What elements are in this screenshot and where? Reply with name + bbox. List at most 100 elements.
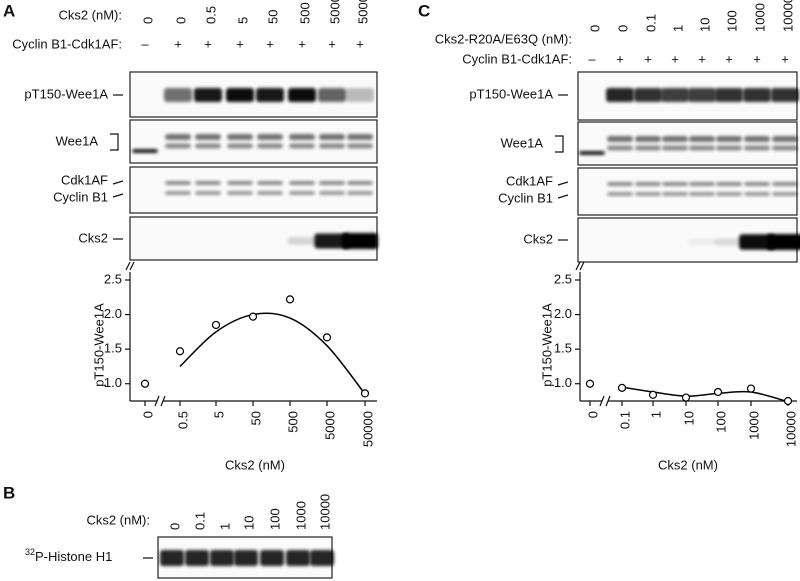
blot-label: Cyclin B1	[53, 189, 108, 204]
lane-sign: +	[644, 51, 652, 66]
lane-concentration: 1000	[293, 501, 308, 530]
panel-letter: B	[3, 483, 15, 502]
lane-sign: +	[174, 36, 182, 51]
blot-band	[195, 143, 221, 149]
lane-sign: +	[753, 51, 761, 66]
cyclin-header: Cyclin B1-Cdk1AF:	[462, 51, 572, 66]
x-tick-label: 0	[140, 411, 155, 418]
concentration-header: Cks2 (nM):	[86, 512, 150, 527]
x-axis-label: Cks2 (nM)	[658, 457, 718, 472]
blot-band	[289, 134, 315, 140]
blot-band	[289, 191, 315, 195]
blot-band	[662, 136, 688, 142]
blot-band	[226, 88, 254, 102]
y-tick-label: 2.5	[104, 271, 122, 286]
lane-concentration: 5000	[327, 0, 342, 24]
blot-band	[227, 134, 253, 140]
lane-sign: –	[588, 51, 596, 66]
lane-concentration: 0.5	[203, 6, 218, 24]
blot-band	[165, 134, 191, 140]
blot-band	[607, 182, 633, 186]
blot-frame	[577, 167, 798, 216]
blot-band	[662, 192, 688, 196]
blot-band	[165, 143, 191, 149]
blot-band	[195, 191, 221, 195]
blot-band	[194, 88, 222, 102]
data-point	[322, 333, 332, 342]
blot-band	[160, 550, 184, 566]
x-tick-label: 5	[211, 411, 226, 418]
blot-band	[635, 145, 661, 151]
lane-sign: +	[671, 51, 679, 66]
blot-frame	[577, 121, 798, 166]
lane-concentration: 500	[297, 2, 312, 24]
blot-band	[661, 88, 689, 102]
blot-band	[318, 88, 346, 102]
blot-band	[772, 136, 798, 142]
lane-sign: +	[328, 36, 336, 51]
lane-concentration: 100	[267, 508, 282, 530]
blot-band	[689, 136, 715, 142]
axis-break	[125, 261, 166, 407]
x-tick-label: 500	[285, 411, 300, 433]
blot-band	[289, 181, 315, 185]
data-point	[648, 390, 658, 399]
lane-concentration: 10	[241, 516, 256, 530]
blot-label-text: P-Histone H1	[35, 549, 112, 564]
x-tick-label: 5000	[322, 411, 337, 440]
blot-band	[607, 145, 633, 151]
panel-letter: A	[3, 1, 15, 20]
lane-concentration: 50	[265, 10, 280, 24]
data-point	[360, 389, 370, 398]
blot-label: 32P-Histone H1	[25, 547, 112, 564]
blot-band	[256, 88, 284, 102]
blot-band	[689, 182, 715, 186]
blot-frame	[129, 166, 378, 214]
lane-sign: +	[266, 36, 274, 51]
lane-concentration: 50000	[355, 0, 370, 24]
panel-letter: C	[418, 1, 430, 20]
blot-band	[635, 192, 661, 196]
superscript: 32	[25, 547, 35, 557]
data-point	[681, 393, 691, 402]
blot-band	[771, 88, 799, 102]
x-tick-label: 1	[648, 411, 663, 418]
blot-band	[257, 181, 283, 185]
blot-band	[716, 182, 742, 186]
blot-band	[164, 88, 192, 102]
blot-band	[716, 192, 742, 196]
blot-label: Cdk1AF	[506, 173, 553, 188]
lane-concentration: 10000	[780, 0, 795, 32]
blot-band	[287, 237, 317, 245]
x-tick-label: 1000	[746, 411, 761, 440]
lane-concentration: 10	[697, 18, 712, 32]
blot-band	[289, 143, 315, 149]
lane-sign: +	[204, 36, 212, 51]
blot-band	[772, 192, 798, 196]
blot-band	[688, 88, 716, 102]
lane-concentration: 0.1	[643, 14, 658, 32]
blot-band	[635, 136, 661, 142]
blot-band	[689, 192, 715, 196]
blot-label: Wee1A	[501, 135, 544, 150]
y-axis-label: pT150-Wee1A	[539, 303, 554, 387]
y-tick-label: 1.0	[554, 375, 572, 390]
blot-band	[347, 143, 373, 149]
blot-band	[607, 136, 633, 142]
data-point	[175, 347, 185, 356]
blot-band	[227, 191, 253, 195]
lane-concentration: 0	[173, 17, 188, 24]
blot-band	[607, 192, 633, 196]
lane-sign: +	[356, 36, 364, 51]
data-point	[248, 312, 258, 321]
lane-sign: –	[141, 36, 149, 51]
concentration-header: Cks2-R20A/E63Q (nM):	[435, 31, 572, 46]
blot-band	[195, 181, 221, 185]
blot-band	[687, 238, 717, 246]
blot-band	[227, 143, 253, 149]
blot-band	[606, 88, 634, 102]
data-point	[585, 379, 595, 388]
x-tick-label: 50	[248, 411, 263, 425]
cyclin-header: Cyclin B1-Cdk1AF:	[12, 36, 122, 51]
